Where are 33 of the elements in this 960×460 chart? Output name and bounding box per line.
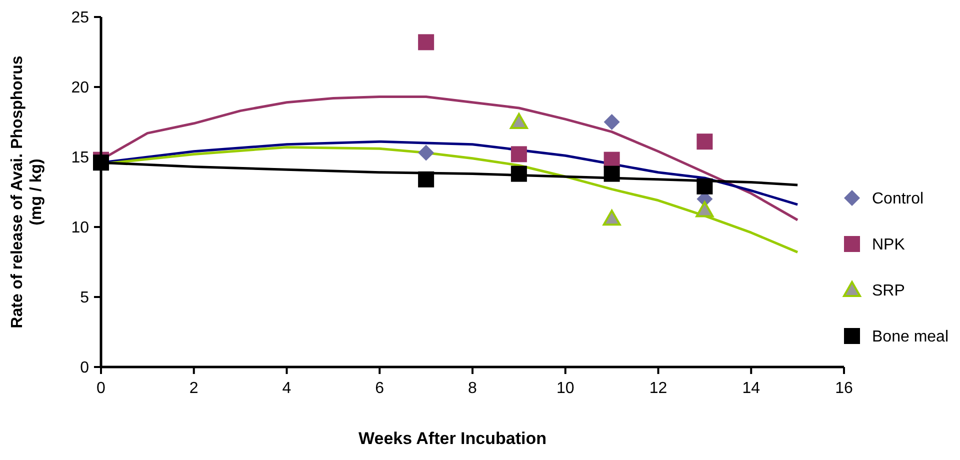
legend-label: Control <box>872 190 924 208</box>
legend-label: NPK <box>872 236 906 254</box>
point <box>602 210 621 226</box>
x-tick-label: 8 <box>468 380 478 397</box>
x-tick-label: 16 <box>835 380 853 397</box>
y-tick-label: 20 <box>71 80 90 97</box>
y-tick-label: 15 <box>71 150 90 167</box>
y-tick-label: 0 <box>80 360 90 377</box>
x-tick-label: 2 <box>189 380 198 397</box>
point <box>696 134 713 150</box>
point <box>418 144 434 161</box>
legend-label: Bone meal <box>872 328 948 346</box>
point <box>510 166 527 182</box>
x-axis-title: Weeks After Incubation <box>358 429 546 448</box>
y-tick-label: 25 <box>71 10 90 27</box>
x-tick-label: 14 <box>742 380 760 397</box>
x-tick-label: 6 <box>375 380 384 397</box>
point <box>418 34 434 50</box>
x-tick-label: 10 <box>556 380 574 397</box>
point <box>696 178 713 194</box>
point <box>510 146 527 162</box>
point <box>510 113 528 129</box>
y-axis-title: Rate of release of Avai. Phosphorus (mg / kg) <box>9 56 45 328</box>
x-tick-label: 12 <box>649 380 668 397</box>
point <box>696 201 714 218</box>
point <box>418 171 434 188</box>
point <box>604 114 620 130</box>
y-tick-label: 10 <box>71 220 90 237</box>
legend-label: SRP <box>872 282 905 300</box>
x-tick-label: 4 <box>282 380 292 397</box>
point <box>604 166 620 182</box>
x-tick-label: 0 <box>96 380 106 397</box>
y-tick-label: 5 <box>80 290 90 307</box>
